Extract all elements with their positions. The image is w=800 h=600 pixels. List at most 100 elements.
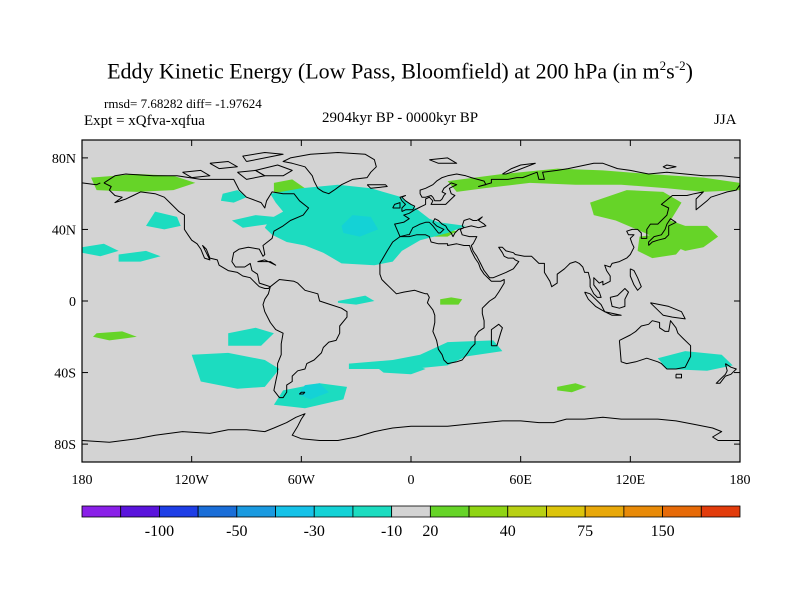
x-tick-label-1: 120W bbox=[175, 473, 210, 488]
anomaly-region-negative-10-21 bbox=[657, 351, 733, 371]
colorbar-swatch-10 bbox=[468, 505, 509, 518]
coastline-13 bbox=[604, 311, 622, 316]
coastline-26 bbox=[429, 157, 458, 164]
colorbar-swatch-5 bbox=[275, 505, 315, 518]
y-tick-label-0: 80N bbox=[52, 152, 76, 167]
anomaly-region-negative-10-11 bbox=[82, 243, 119, 257]
colorbar-swatch-6 bbox=[313, 505, 354, 518]
stats-label: rmsd= 7.68282 diff= -1.97624 bbox=[104, 96, 262, 111]
anomaly-region-negative-10-17 bbox=[191, 352, 280, 389]
coastline-25 bbox=[242, 152, 284, 162]
coastline-14 bbox=[609, 288, 629, 309]
coastline-28 bbox=[662, 164, 677, 170]
anomaly-region-negative-10-10 bbox=[118, 250, 161, 262]
y-tick-label-1: 40N bbox=[52, 223, 76, 238]
coastline-0 bbox=[103, 173, 310, 289]
title-sup-2: -2 bbox=[674, 58, 686, 73]
title-main: Eddy Kinetic Energy (Low Pass, Bloomfiel… bbox=[107, 58, 660, 84]
coastline-1 bbox=[262, 279, 348, 399]
coastline-15 bbox=[650, 302, 686, 320]
colorbar-label-4: 20 bbox=[422, 523, 438, 540]
title-sup-1: 2 bbox=[659, 58, 667, 73]
coastline-16 bbox=[629, 268, 642, 291]
anomaly-region-positive-20-2 bbox=[447, 168, 740, 192]
coastline-27 bbox=[502, 162, 536, 175]
coastline-10 bbox=[715, 363, 737, 384]
colorbar-label-6: 75 bbox=[577, 523, 593, 540]
colorbar-swatch-15 bbox=[662, 505, 702, 518]
colorbar-label-7: 150 bbox=[651, 523, 675, 540]
colorbar-label-1: -50 bbox=[226, 523, 247, 540]
colorbar-swatch-8 bbox=[391, 505, 431, 518]
anomaly-region-negative-30-22 bbox=[341, 215, 379, 237]
coastline-6 bbox=[379, 234, 505, 365]
anomaly-region-negative-10-16 bbox=[228, 327, 274, 346]
colorbar-swatch-7 bbox=[352, 505, 393, 518]
coastline-2 bbox=[282, 152, 377, 195]
title-end: ) bbox=[685, 58, 693, 84]
colorbar-swatch-4 bbox=[236, 505, 276, 518]
x-tick-label-5: 120E bbox=[616, 473, 646, 488]
x-tick-label-2: 60W bbox=[288, 473, 316, 488]
anomaly-regions bbox=[82, 168, 740, 409]
colorbar-label-3: -10 bbox=[381, 523, 402, 540]
coastline-5 bbox=[399, 184, 740, 298]
anomaly-region-positive-20-4 bbox=[637, 233, 686, 259]
x-tick-label-3: 0 bbox=[408, 473, 415, 488]
coastline-22 bbox=[255, 164, 293, 177]
colorbar-swatch-13 bbox=[584, 505, 625, 518]
x-axis: 180 120W 60W 0 60E 120E 180 bbox=[72, 140, 751, 488]
colorbar-swatch-2 bbox=[159, 505, 199, 518]
anomaly-region-negative-10-20 bbox=[374, 360, 426, 375]
title-mid: s bbox=[666, 58, 675, 84]
coastline-8 bbox=[618, 320, 692, 370]
colorbar-label-0: -100 bbox=[145, 523, 174, 540]
coastline-9 bbox=[675, 373, 682, 379]
colorbar-swatch-11 bbox=[507, 505, 547, 518]
colorbar-swatch-0 bbox=[81, 505, 122, 518]
chart-title: Eddy Kinetic Energy (Low Pass, Bloomfiel… bbox=[0, 58, 800, 84]
anomaly-region-positive-20-7 bbox=[440, 297, 463, 305]
coastline-11 bbox=[648, 218, 677, 246]
anomaly-region-negative-10-12 bbox=[231, 215, 274, 228]
y-axis: 80N 40N 0 40S 80S bbox=[52, 152, 740, 453]
colorbar-swatch-1 bbox=[120, 505, 160, 518]
anomaly-region-negative-10-9 bbox=[146, 211, 181, 230]
anomaly-region-positive-20-8 bbox=[557, 383, 587, 393]
anomaly-region-negative-10-19 bbox=[348, 340, 503, 369]
colorbar-swatch-12 bbox=[546, 505, 586, 518]
anomaly-region-negative-10-13 bbox=[220, 190, 247, 203]
x-tick-label-6: 180 bbox=[730, 473, 751, 488]
y-tick-label-3: 40S bbox=[54, 367, 76, 382]
period-label: 2904kyr BP - 0000kyr BP bbox=[322, 110, 479, 126]
x-tick-label-0: 180 bbox=[72, 473, 93, 488]
y-tick-label-2: 0 bbox=[69, 295, 76, 310]
colorbar-swatch-3 bbox=[197, 505, 238, 518]
colorbar: -100 -50 -30 -10 20 40 75 150 bbox=[81, 505, 741, 540]
coastline-3 bbox=[394, 162, 740, 237]
coastline-17 bbox=[399, 195, 416, 213]
colorbar-label-5: 40 bbox=[500, 523, 516, 540]
coastline-19 bbox=[366, 184, 388, 189]
colorbar-label-2: -30 bbox=[304, 523, 325, 540]
coastline-18 bbox=[392, 202, 401, 209]
season-label: JJA bbox=[714, 112, 737, 128]
anomaly-region-negative-10-15 bbox=[337, 295, 375, 305]
coastline-4 bbox=[82, 182, 101, 186]
coastline-30 bbox=[82, 413, 740, 443]
anomaly-region-positive-20-3 bbox=[590, 190, 719, 251]
coastlines bbox=[82, 152, 740, 443]
colorbar-swatch-14 bbox=[623, 505, 663, 518]
anomaly-region-negative-30-23 bbox=[297, 383, 329, 400]
anomaly-region-positive-20-0 bbox=[91, 174, 196, 192]
anomaly-region-positive-20-6 bbox=[93, 331, 137, 341]
coastline-20 bbox=[257, 259, 277, 266]
x-tick-label-4: 60E bbox=[509, 473, 532, 488]
coastline-7 bbox=[490, 323, 503, 347]
experiment-label: Expt = xQfva-xqfua bbox=[84, 113, 205, 129]
y-tick-label-4: 80S bbox=[54, 438, 76, 453]
coastline-24 bbox=[209, 161, 238, 170]
coastline-23 bbox=[182, 169, 211, 179]
map-background bbox=[82, 140, 740, 462]
